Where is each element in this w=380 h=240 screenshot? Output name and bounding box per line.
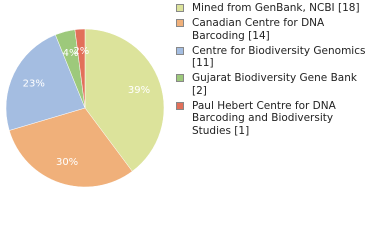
legend-label: Gujarat Biodiversity Gene Bank [2] <box>192 72 357 97</box>
legend-swatch <box>176 19 184 27</box>
slice-label: 2% <box>73 46 89 57</box>
pie-slice <box>5 34 86 131</box>
pie-slice <box>8 107 133 188</box>
legend-item: Gujarat Biodiversity Gene Bank [2] <box>174 72 374 97</box>
pie-slice <box>74 28 86 109</box>
slice-label: 23% <box>23 78 45 89</box>
legend: Mined from GenBank, NCBI [18] Canadian Ce… <box>174 2 374 140</box>
legend-swatch <box>176 4 184 12</box>
legend-swatch <box>176 74 184 82</box>
legend-label: Canadian Centre for DNA Barcoding [14] <box>192 17 325 42</box>
legend-swatch <box>176 46 184 55</box>
legend-item: Mined from GenBank, NCBI [18] <box>174 2 374 15</box>
legend-item: Canadian Centre for DNA Barcoding [14] <box>174 17 374 42</box>
legend-label: Centre for Biodiversity Genomics [11] <box>192 44 366 70</box>
slice-label: 30% <box>56 157 78 168</box>
pie-chart: 39% 30% 23% 4%2% <box>5 28 165 188</box>
legend-label: Paul Hebert Centre for DNA Barcoding and… <box>192 99 336 137</box>
slice-label: 39% <box>128 85 150 96</box>
legend-swatch <box>176 101 184 110</box>
legend-item: Paul Hebert Centre for DNA Barcoding and… <box>174 100 374 138</box>
slice-label: 4% <box>63 48 79 59</box>
legend-item: Centre for Biodiversity Genomics [11] <box>174 45 374 70</box>
pie-slice <box>84 28 165 172</box>
legend-label: Mined from GenBank, NCBI [18] <box>192 2 360 14</box>
